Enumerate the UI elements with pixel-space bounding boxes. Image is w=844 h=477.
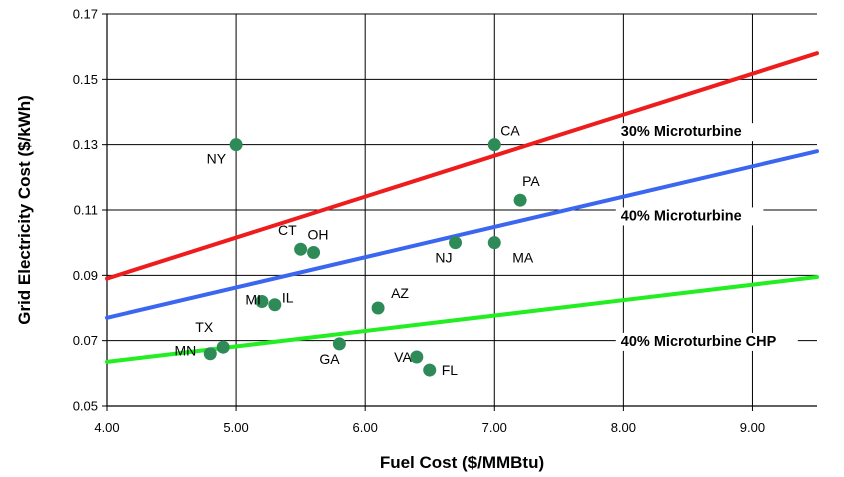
series-line-1 [105, 51, 819, 281]
data-point-tx [216, 340, 230, 354]
point-label-nj: NJ [435, 250, 452, 266]
point-label-mn: MN [174, 343, 196, 359]
y-tick-label: 0.15 [73, 72, 98, 87]
data-point-va [410, 350, 424, 364]
x-tick-label: 8.00 [611, 420, 636, 435]
y-tick-label: 0.17 [73, 7, 98, 22]
point-label-fl: FL [442, 362, 459, 378]
x-tick-label: 4.00 [94, 420, 119, 435]
y-tick-label: 0.09 [73, 268, 98, 283]
series-label: 40% Microturbine CHP [621, 334, 777, 350]
point-label-ma: MA [512, 250, 534, 266]
point-label-il: IL [282, 290, 294, 306]
point-label-ny: NY [207, 151, 227, 167]
points: NY CA PA CT OH NJ MA MI IL AZ TX MN GA VA FL [174, 123, 540, 378]
point-label-pa: PA [522, 173, 540, 189]
data-point-az [371, 301, 385, 315]
data-point-ca [487, 138, 501, 152]
point-label-oh: OH [308, 226, 329, 242]
data-point-ny [229, 138, 243, 152]
y-axis-title: Grid Electricity Cost ($/kWh) [15, 95, 34, 325]
y-tick-label: 0.11 [74, 203, 98, 218]
point-label-ga: GA [319, 351, 340, 367]
point-label-ca: CA [500, 123, 520, 139]
data-point-fl [423, 363, 437, 377]
series: 30% Microturbine 40% Microturbine 40% Micr… [105, 51, 819, 364]
x-tick-label: 7.00 [482, 420, 507, 435]
data-point-il [268, 298, 282, 312]
data-point-mn [203, 347, 217, 361]
data-point-mi [255, 294, 269, 308]
data-point-ga [332, 337, 346, 351]
series-line-2 [105, 149, 819, 320]
data-point-oh [307, 245, 321, 259]
series-label-bg [615, 332, 798, 351]
data-point-pa [513, 193, 527, 207]
series-label-bg [615, 123, 764, 142]
data-point-ma [487, 236, 501, 250]
y-tick-label: 0.05 [73, 399, 98, 414]
point-label-va: VA [394, 349, 412, 365]
point-label-ct: CT [278, 222, 297, 238]
y-tick-label: 0.13 [73, 137, 98, 152]
data-point-nj [449, 236, 463, 250]
x-tick-label: 5.00 [223, 420, 248, 435]
series-label-bg [615, 207, 764, 226]
point-label-tx: TX [195, 319, 214, 335]
x-tick-label: 9.00 [740, 420, 765, 435]
point-label-mi: MI [245, 291, 261, 307]
point-label-az: AZ [391, 285, 409, 301]
ticks: 0.05 0.07 0.09 0.11 0.13 0.15 0.17 4.00 5.00 6.00… [73, 7, 817, 435]
series-label: 30% Microturbine [621, 124, 742, 140]
x-tick-label: 6.00 [353, 420, 378, 435]
series-label: 40% Microturbine [621, 208, 742, 224]
y-tick-label: 0.07 [73, 333, 98, 348]
data-point-ct [294, 242, 308, 256]
x-axis-title: Fuel Cost ($/MMBtu) [380, 453, 544, 472]
